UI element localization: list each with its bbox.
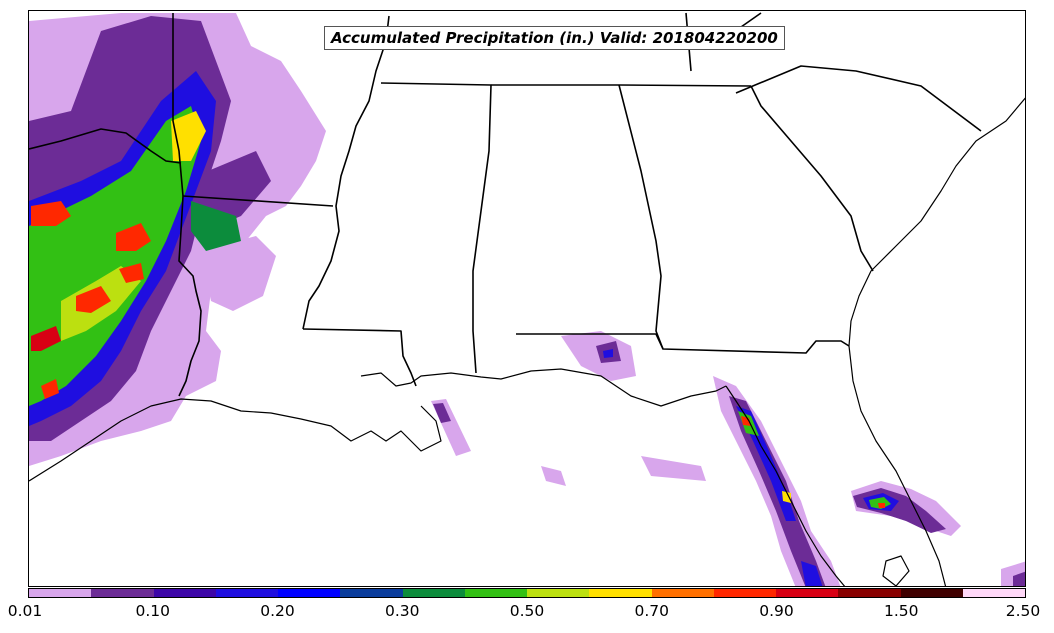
precipitation-map — [29, 12, 1025, 586]
colorbar-swatch — [651, 589, 714, 597]
colorbar-swatch — [215, 589, 278, 597]
colorbar-tick-label: 2.50 — [1005, 602, 1041, 620]
precip-panhandle — [431, 331, 706, 486]
precip-red-core-3 — [76, 286, 111, 313]
precip-west-cluster — [29, 13, 326, 466]
colorbar-swatch — [713, 589, 776, 597]
colorbar-swatch — [527, 589, 590, 597]
precip-light-arm — [201, 236, 276, 311]
map-title: Accumulated Precipitation (in.) Valid: 2… — [324, 26, 785, 50]
precip-red-core-5 — [119, 263, 144, 283]
colorbar-swatch — [402, 589, 465, 597]
colorbar-tick-label: 0.70 — [634, 602, 670, 620]
colorbar-swatch — [776, 589, 839, 597]
colorbar-tick-label: 0.90 — [759, 602, 794, 620]
map-panel: Accumulated Precipitation (in.) Valid: 2… — [28, 10, 1026, 587]
colorbar-swatch — [153, 589, 216, 597]
precip-red-core-6 — [41, 379, 59, 399]
state-boundaries — [29, 12, 982, 397]
colorbar-swatch — [900, 589, 963, 597]
colorbar-swatch — [962, 589, 1025, 597]
precip-central-florida — [851, 481, 1025, 586]
colorbar-tick-label: 0.10 — [135, 602, 171, 620]
colorbar-tick-label: 0.01 — [7, 602, 43, 620]
colorbar-swatch — [838, 589, 901, 597]
precip-red-core-2 — [31, 201, 71, 226]
precip-yellow-core — [171, 111, 206, 161]
precip-green-arm — [191, 201, 241, 251]
precip-florida-coast — [713, 376, 841, 586]
colorbar-tick-label: 0.50 — [509, 602, 545, 620]
colorbar-swatch — [278, 589, 341, 597]
colorbar-tick-label: 0.30 — [384, 602, 420, 620]
precip-red-core-4 — [31, 326, 61, 351]
colorbar-swatch — [91, 589, 154, 597]
colorbar-tick-label: 0.20 — [260, 602, 295, 620]
colorbar-swatch — [340, 589, 403, 597]
colorbar-swatch — [589, 589, 652, 597]
colorbar — [28, 588, 1026, 598]
precip-red-core-1 — [116, 223, 151, 251]
colorbar-swatch — [464, 589, 527, 597]
colorbar-tick-label: 1.50 — [883, 602, 919, 620]
colorbar-swatch — [29, 589, 92, 597]
coastline — [29, 97, 1025, 586]
